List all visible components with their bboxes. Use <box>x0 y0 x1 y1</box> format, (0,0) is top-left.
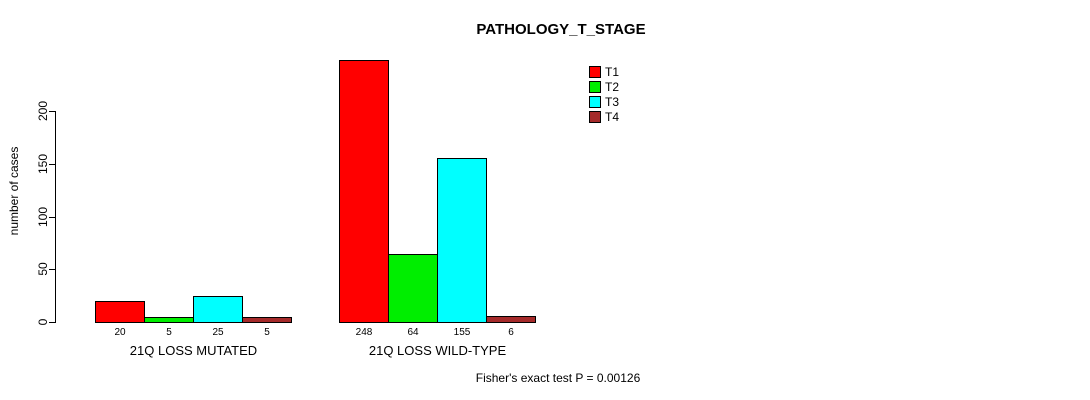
y-tick-label: 150 <box>36 153 50 175</box>
footnote: Fisher's exact test P = 0.00126 <box>475 371 641 385</box>
bar-t4-group2 <box>486 316 536 323</box>
legend-label: T4 <box>605 110 620 124</box>
bar-t2-group2 <box>388 254 438 323</box>
legend-label: T2 <box>605 80 620 94</box>
y-tick-label: 100 <box>36 206 50 228</box>
bar-value-label: 5 <box>264 327 270 338</box>
legend-label: T1 <box>605 65 620 79</box>
bar-t2-group1 <box>144 317 194 323</box>
y-tick <box>49 217 55 218</box>
bar-t1-group2 <box>339 60 389 323</box>
y-tick-label: 50 <box>36 262 50 276</box>
bar-value-label: 6 <box>508 327 514 338</box>
bar-value-label: 5 <box>166 327 172 338</box>
bar-t4-group1 <box>242 317 292 323</box>
group-label: 21Q LOSS WILD-TYPE <box>368 343 507 358</box>
legend-swatch <box>589 81 601 93</box>
legend-swatch <box>589 66 601 78</box>
y-tick-label: 0 <box>36 318 50 326</box>
bar-t3-group2 <box>437 158 487 323</box>
y-tick <box>49 269 55 270</box>
legend-swatch <box>589 111 601 123</box>
bar-value-label: 64 <box>407 327 419 338</box>
y-tick <box>49 111 55 112</box>
y-axis-title: number of cases <box>7 146 21 236</box>
legend-label: T3 <box>605 95 620 109</box>
bar-t3-group1 <box>193 296 243 323</box>
bar-value-label: 155 <box>453 327 471 338</box>
legend-swatch <box>589 96 601 108</box>
bar-value-label: 25 <box>212 327 224 338</box>
bar-value-label: 248 <box>355 327 373 338</box>
y-tick-label: 200 <box>36 100 50 122</box>
bar-value-label: 20 <box>114 327 126 338</box>
y-tick <box>49 164 55 165</box>
group-label: 21Q LOSS MUTATED <box>129 343 258 358</box>
y-axis-line <box>55 111 56 323</box>
bar-t1-group1 <box>95 301 145 323</box>
y-tick <box>49 322 55 323</box>
chart-title: PATHOLOGY_T_STAGE <box>476 21 646 38</box>
